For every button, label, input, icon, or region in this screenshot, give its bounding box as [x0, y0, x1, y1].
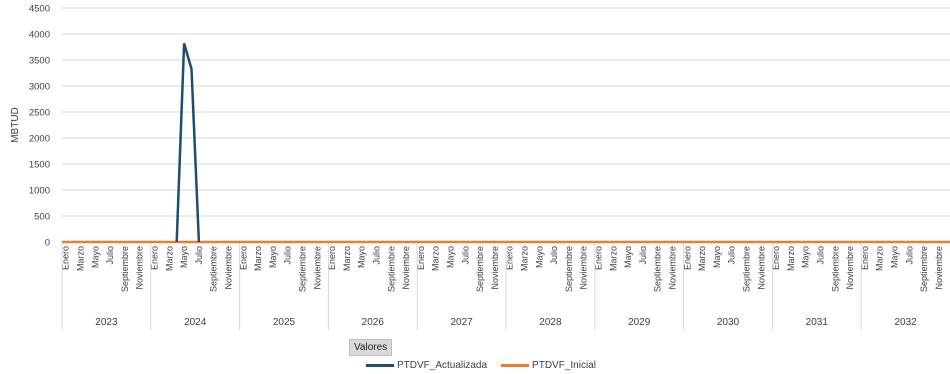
y-tick-label: 4500 — [29, 4, 50, 15]
month-tick-label: Septiembre — [742, 246, 752, 292]
legend: PTDVF_Actualizada PTDVF_Inicial — [366, 360, 596, 371]
month-tick-label: Julio — [283, 246, 293, 265]
month-tick-label: Noviembre — [312, 246, 322, 290]
year-label: 2025 — [273, 317, 296, 328]
y-tick-label: 3000 — [29, 82, 50, 93]
month-tick-label: Marzo — [431, 246, 441, 271]
legend-label-inicial: PTDVF_Inicial — [532, 360, 596, 371]
month-tick-label: Noviembre — [845, 246, 855, 290]
y-tick-label: 1000 — [29, 186, 50, 197]
month-tick-label: Enero — [594, 246, 604, 270]
month-tick-label: Marzo — [786, 246, 796, 271]
month-tick-label: Julio — [816, 246, 826, 265]
month-tick-label: Septiembre — [830, 246, 840, 292]
month-tick-label: Marzo — [253, 246, 263, 271]
year-label: 2031 — [806, 317, 829, 328]
y-tick-label: 2500 — [29, 108, 50, 119]
month-tick-label: Enero — [416, 246, 426, 270]
month-tick-label: Mayo — [179, 246, 189, 268]
month-tick-label: Mayo — [623, 246, 633, 268]
month-tick-label: Enero — [150, 246, 160, 270]
y-tick-label: 0 — [45, 238, 50, 249]
y-tick-label: 3500 — [29, 56, 50, 67]
month-tick-label: Enero — [61, 246, 71, 270]
month-tick-label: Septiembre — [298, 246, 308, 292]
month-tick-label: Julio — [549, 246, 559, 265]
month-tick-label: Noviembre — [934, 246, 944, 290]
month-tick-label: Julio — [638, 246, 648, 265]
y-axis-label: MBTUD — [10, 107, 21, 143]
valores-field-button[interactable]: Valores — [349, 339, 393, 356]
month-tick-label: Marzo — [608, 246, 618, 271]
month-tick-label: Julio — [372, 246, 382, 265]
month-tick-label: Marzo — [342, 246, 352, 271]
month-tick-label: Mayo — [357, 246, 367, 268]
year-label: 2032 — [894, 317, 917, 328]
month-tick-label: Julio — [904, 246, 914, 265]
year-label: 2024 — [184, 317, 207, 328]
month-tick-label: Noviembre — [401, 246, 411, 290]
month-tick-label: Noviembre — [756, 246, 766, 290]
month-tick-label: Mayo — [534, 246, 544, 268]
year-label: 2030 — [717, 317, 740, 328]
month-tick-label: Julio — [460, 246, 470, 265]
month-tick-label: Septiembre — [386, 246, 396, 292]
year-label: 2027 — [450, 317, 473, 328]
legend-swatch-actualizada — [366, 364, 394, 367]
month-tick-label: Noviembre — [579, 246, 589, 290]
month-tick-label: Enero — [771, 246, 781, 270]
month-tick-label: Marzo — [520, 246, 530, 271]
month-tick-label: Noviembre — [490, 246, 500, 290]
month-tick-label: Septiembre — [475, 246, 485, 292]
year-label: 2023 — [95, 317, 118, 328]
month-tick-label: Mayo — [90, 246, 100, 268]
year-label: 2028 — [539, 317, 562, 328]
month-tick-label: Julio — [105, 246, 115, 265]
year-label: 2026 — [362, 317, 385, 328]
month-tick-label: Julio — [727, 246, 737, 265]
month-tick-label: Mayo — [268, 246, 278, 268]
month-tick-label: Noviembre — [135, 246, 145, 290]
month-tick-label: Septiembre — [653, 246, 663, 292]
month-tick-label: Enero — [505, 246, 515, 270]
month-tick-label: Septiembre — [209, 246, 219, 292]
year-label: 2029 — [628, 317, 651, 328]
month-tick-label: Noviembre — [224, 246, 234, 290]
month-tick-label: Enero — [682, 246, 692, 270]
month-tick-label: Enero — [238, 246, 248, 270]
y-tick-label: 1500 — [29, 160, 50, 171]
legend-swatch-inicial — [501, 364, 530, 367]
month-tick-label: Enero — [327, 246, 337, 270]
month-tick-label: Marzo — [875, 246, 885, 271]
month-tick-label: Noviembre — [668, 246, 678, 290]
month-tick-label: Septiembre — [919, 246, 929, 292]
month-tick-label: Mayo — [712, 246, 722, 268]
series-line-ptdvf-actualizada — [175, 43, 201, 243]
month-tick-label: Marzo — [697, 246, 707, 271]
y-tick-label: 2000 — [29, 134, 50, 145]
month-tick-label: Julio — [194, 246, 204, 265]
legend-label-actualizada: PTDVF_Actualizada — [397, 360, 488, 371]
month-tick-label: Mayo — [890, 246, 900, 268]
legend-item-inicial: PTDVF_Inicial — [501, 360, 596, 371]
month-tick-label: Marzo — [164, 246, 174, 271]
y-tick-label: 4000 — [29, 30, 50, 41]
y-tick-label: 500 — [34, 212, 50, 223]
month-tick-label: Enero — [860, 246, 870, 270]
legend-item-actualizada: PTDVF_Actualizada — [366, 360, 487, 371]
month-tick-label: Marzo — [76, 246, 86, 271]
month-tick-label: Septiembre — [120, 246, 130, 292]
month-tick-label: Septiembre — [564, 246, 574, 292]
month-tick-label: Mayo — [446, 246, 456, 268]
month-tick-label: Mayo — [801, 246, 811, 268]
